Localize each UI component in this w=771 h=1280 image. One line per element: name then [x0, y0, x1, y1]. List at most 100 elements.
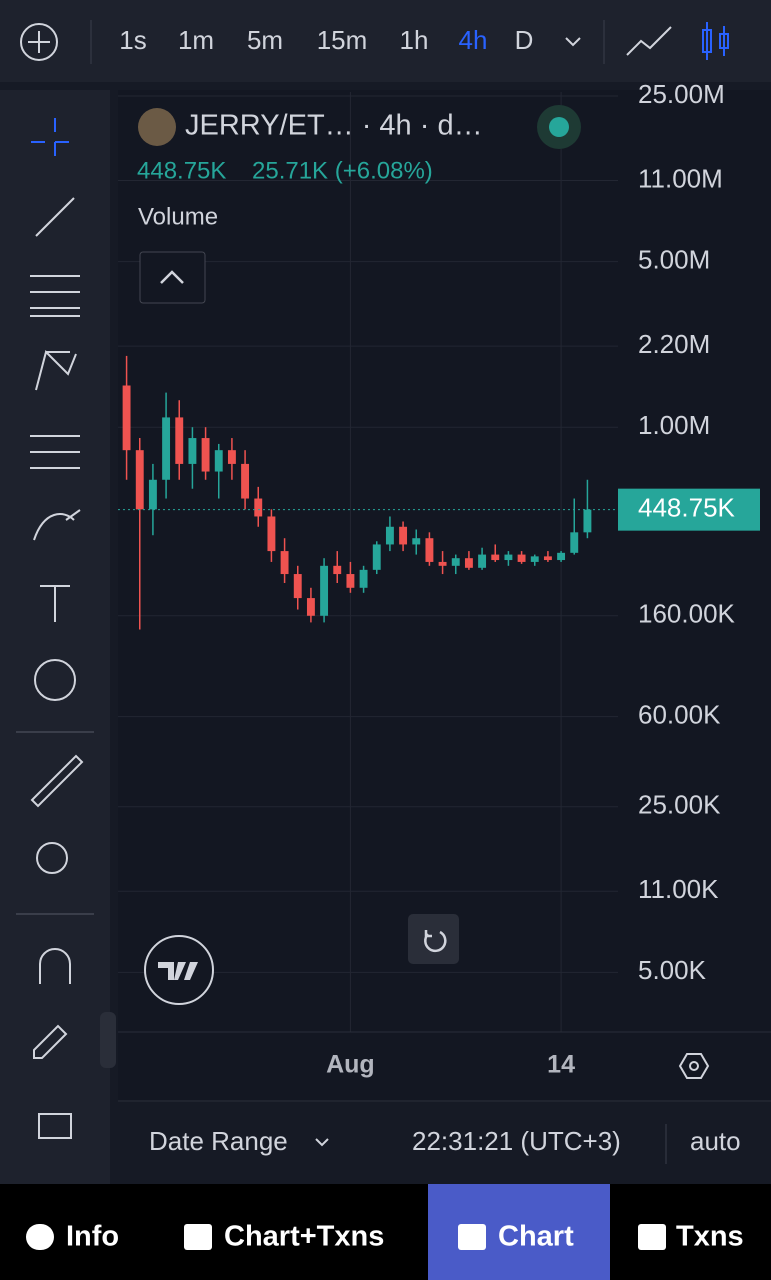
pattern-tool[interactable] — [35, 350, 77, 391]
nav-icon — [458, 1224, 486, 1250]
timeframe[interactable]: 1m — [178, 25, 214, 55]
timeframe[interactable]: 1s — [119, 25, 146, 55]
price-tag — [618, 488, 760, 531]
reset-icon — [424, 930, 447, 953]
candle-body — [517, 554, 526, 562]
y-tick-label: 2.20M — [638, 329, 710, 359]
candle-body — [425, 538, 434, 562]
clock: 22:31:21 (UTC+3) — [412, 1126, 621, 1156]
candle-body — [333, 565, 342, 575]
plot: 25.00M 11.00M 5.00M 2.20M 1.00M 160.00K 60.00K… — [118, 79, 760, 1079]
timeframe[interactable]: 5m — [247, 25, 283, 55]
y-tick-label: 60.00K — [638, 700, 721, 730]
price-tag-label: 448.75K — [638, 493, 736, 523]
left-toolbar — [0, 90, 110, 1184]
magnet-tool[interactable] — [39, 948, 71, 984]
brush-tool[interactable] — [33, 509, 81, 541]
fib-tool[interactable] — [30, 275, 80, 317]
candle-chart-button[interactable] — [702, 22, 729, 60]
candle-body — [543, 556, 552, 561]
nav-label: Txns — [676, 1221, 744, 1253]
status-dot — [549, 117, 569, 137]
lock-tool[interactable] — [38, 1113, 72, 1139]
crosshair-tool[interactable] — [31, 118, 79, 166]
nav-icon — [184, 1224, 212, 1250]
y-tick-label: 5.00K — [638, 955, 707, 985]
candle-body — [583, 509, 592, 533]
date-range-chevron — [315, 1138, 329, 1147]
candle-body — [570, 532, 579, 553]
collapse-legend[interactable] — [139, 251, 206, 304]
candle-body — [346, 574, 355, 588]
auto-scale[interactable]: auto — [690, 1126, 741, 1156]
line-chart-button[interactable] — [626, 26, 672, 56]
candle-body — [241, 463, 250, 499]
candle-body — [306, 598, 315, 616]
top-bar — [0, 0, 771, 82]
candle-body — [201, 438, 210, 472]
candle-body — [267, 516, 276, 552]
tv-logo-mark — [158, 962, 198, 980]
y-tick-label: 11.00K — [638, 874, 719, 904]
candle-body — [451, 558, 460, 566]
nav-label: Info — [66, 1221, 119, 1253]
candle-body — [464, 558, 473, 568]
chevron — [160, 270, 184, 284]
emoji-tool[interactable] — [34, 659, 76, 701]
price-change: 25.71K (+6.08%) — [252, 157, 433, 184]
more-timeframes[interactable] — [565, 37, 581, 47]
collapse-toolbar[interactable] — [100, 1012, 116, 1068]
y-tick-label: 25.00K — [638, 790, 721, 820]
y-tick-label: 160.00K — [638, 599, 736, 629]
timeframe[interactable]: 15m — [317, 25, 368, 55]
timeframe[interactable]: 4h — [459, 25, 488, 55]
x-tick-label: Aug — [326, 1051, 375, 1079]
reset-button[interactable] — [408, 914, 459, 964]
timeframe[interactable]: 1h — [400, 25, 429, 55]
candle-body — [530, 556, 539, 562]
candle-body — [412, 538, 421, 545]
add-button[interactable] — [20, 23, 58, 61]
last-price: 448.75K — [137, 157, 226, 184]
candle-body — [399, 526, 408, 545]
y-tick-label: 1.00M — [638, 410, 710, 440]
lock-drawings-tool[interactable] — [33, 1024, 68, 1059]
nav-icon — [26, 1224, 54, 1250]
nav-label: Chart+Txns — [224, 1221, 384, 1253]
candle-body — [148, 479, 157, 510]
add-icon — [28, 31, 50, 53]
y-tick-label: 25.00M — [638, 79, 725, 109]
candle-body — [214, 450, 223, 472]
candle-body — [359, 569, 368, 588]
zoom-tool[interactable] — [36, 842, 68, 874]
candle-body — [135, 450, 144, 510]
candle-body — [385, 526, 394, 545]
settings-button[interactable] — [678, 1053, 710, 1079]
text-tool[interactable] — [40, 585, 70, 622]
ruler-tool[interactable] — [30, 754, 84, 808]
date-range[interactable]: Date Range — [149, 1126, 288, 1156]
candle-body — [188, 438, 197, 464]
drawing-tools — [16, 118, 94, 1139]
settings-dot — [689, 1061, 699, 1071]
nav-icon — [638, 1224, 666, 1250]
candle-body — [478, 554, 487, 568]
trend-line-tool[interactable] — [35, 197, 75, 237]
timeframe[interactable]: D — [515, 25, 534, 55]
candle-body — [122, 385, 131, 451]
candle-body — [491, 554, 500, 561]
candle-body — [438, 561, 447, 566]
nav-tab[interactable] — [0, 1184, 150, 1280]
study-label: Volume — [138, 203, 218, 230]
candle-body — [504, 554, 513, 561]
candle-body — [227, 450, 236, 464]
candle-body — [293, 574, 302, 599]
candle-body — [254, 498, 263, 517]
candle-body — [372, 544, 381, 570]
candle-body — [280, 551, 289, 575]
prediction-tool[interactable] — [30, 435, 80, 469]
y-tick-label: 5.00M — [638, 245, 710, 275]
candle-body — [162, 417, 171, 480]
